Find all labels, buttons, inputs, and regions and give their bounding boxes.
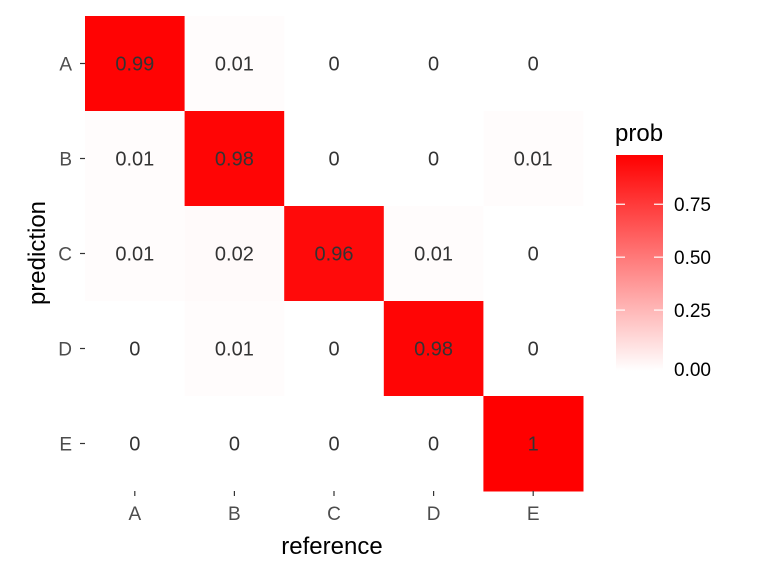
cell-label-E-C: 0 xyxy=(328,434,339,456)
legend-label-0.25: 0.25 xyxy=(674,301,711,322)
cell-label-E-A: 0 xyxy=(129,434,140,456)
cell-label-C-A: 0.01 xyxy=(115,244,154,266)
cell-label-B-C: 0 xyxy=(328,149,339,171)
x-axis: A B C D E xyxy=(128,491,540,525)
cell-label-C-C: 0.96 xyxy=(315,244,354,266)
heatmap-cell-C-A xyxy=(85,206,186,302)
heatmap-cell-C-D xyxy=(383,206,484,302)
x-tick-label-C: C xyxy=(327,504,341,525)
heatmap-cell-A-A xyxy=(85,16,186,112)
heatmap-cell-D-B xyxy=(184,301,285,397)
x-tick-label-B: B xyxy=(228,504,241,525)
x-axis-title: reference xyxy=(281,533,382,560)
y-tick-label-D: D xyxy=(58,340,72,361)
x-tick-label-D: D xyxy=(427,504,441,525)
heatmap-cell-A-C xyxy=(284,16,385,112)
legend-ticks: 0.75 0.50 0.25 0.00 xyxy=(616,195,711,381)
heatmap-cell-D-A xyxy=(85,301,186,397)
cell-label-D-B: 0.01 xyxy=(215,339,254,361)
cell-label-A-D: 0 xyxy=(428,54,439,76)
cell-label-E-E: 1 xyxy=(528,434,539,456)
y-axis-title: prediction xyxy=(24,201,51,305)
cell-label-E-B: 0 xyxy=(229,434,240,456)
y-axis: A B C D E xyxy=(58,55,85,456)
heatmap-cell-A-D xyxy=(383,16,484,112)
cell-label-D-D: 0.98 xyxy=(414,339,453,361)
cell-label-A-A: 0.99 xyxy=(115,54,154,76)
heatmap-cell-B-E xyxy=(483,111,584,207)
heatmap-cell-B-D xyxy=(383,111,484,207)
heatmap-cell-E-E xyxy=(483,396,584,492)
heatmap-cell-A-E xyxy=(483,16,584,112)
heatmap-cells: 0.99 0.01 0 0 0 0.01 0.98 0 0 0.01 0.01 0.02 0.96 0.0… xyxy=(85,16,584,492)
x-tick-label-E: E xyxy=(527,504,540,525)
heatmap-cell-B-A xyxy=(85,111,186,207)
heatmap-cell-E-A xyxy=(85,396,186,492)
heatmap-cell-E-C xyxy=(284,396,385,492)
cell-label-D-A: 0 xyxy=(129,339,140,361)
y-tick-label-A: A xyxy=(59,55,72,76)
legend-title: prob xyxy=(615,120,663,147)
legend: prob 0.75 0.50 0.25 0.00 xyxy=(615,120,711,381)
y-tick-label-E: E xyxy=(59,435,72,456)
legend-label-0.00: 0.00 xyxy=(674,360,711,381)
heatmap-cell-A-B xyxy=(184,16,285,112)
cell-label-C-E: 0 xyxy=(528,244,539,266)
cell-label-E-D: 0 xyxy=(428,434,439,456)
heatmap-cell-C-C xyxy=(284,206,385,302)
heatmap-cell-E-D xyxy=(383,396,484,492)
cell-label-A-B: 0.01 xyxy=(215,54,254,76)
heatmap-cell-C-B xyxy=(184,206,285,302)
heatmap-cell-B-B xyxy=(184,111,285,207)
legend-label-0.50: 0.50 xyxy=(674,248,711,269)
cell-label-B-D: 0 xyxy=(428,149,439,171)
cell-label-A-E: 0 xyxy=(528,54,539,76)
cell-label-B-B: 0.98 xyxy=(215,149,254,171)
cell-label-C-B: 0.02 xyxy=(215,244,254,266)
cell-label-A-C: 0 xyxy=(328,54,339,76)
heatmap-cell-D-C xyxy=(284,301,385,397)
legend-colorbar xyxy=(616,155,663,371)
heatmap-cell-C-E xyxy=(483,206,584,302)
heatmap-cell-D-E xyxy=(483,301,584,397)
cell-label-D-C: 0 xyxy=(328,339,339,361)
y-tick-label-B: B xyxy=(59,150,72,171)
heatmap-cell-E-B xyxy=(184,396,285,492)
cell-label-D-E: 0 xyxy=(528,339,539,361)
heatmap-cell-D-D xyxy=(383,301,484,397)
cell-label-B-A: 0.01 xyxy=(115,149,154,171)
heatmap-cell-B-C xyxy=(284,111,385,207)
cell-label-C-D: 0.01 xyxy=(414,244,453,266)
x-tick-label-A: A xyxy=(128,504,141,525)
legend-label-0.75: 0.75 xyxy=(674,195,711,216)
y-tick-label-C: C xyxy=(58,245,72,266)
cell-label-B-E: 0.01 xyxy=(514,149,553,171)
